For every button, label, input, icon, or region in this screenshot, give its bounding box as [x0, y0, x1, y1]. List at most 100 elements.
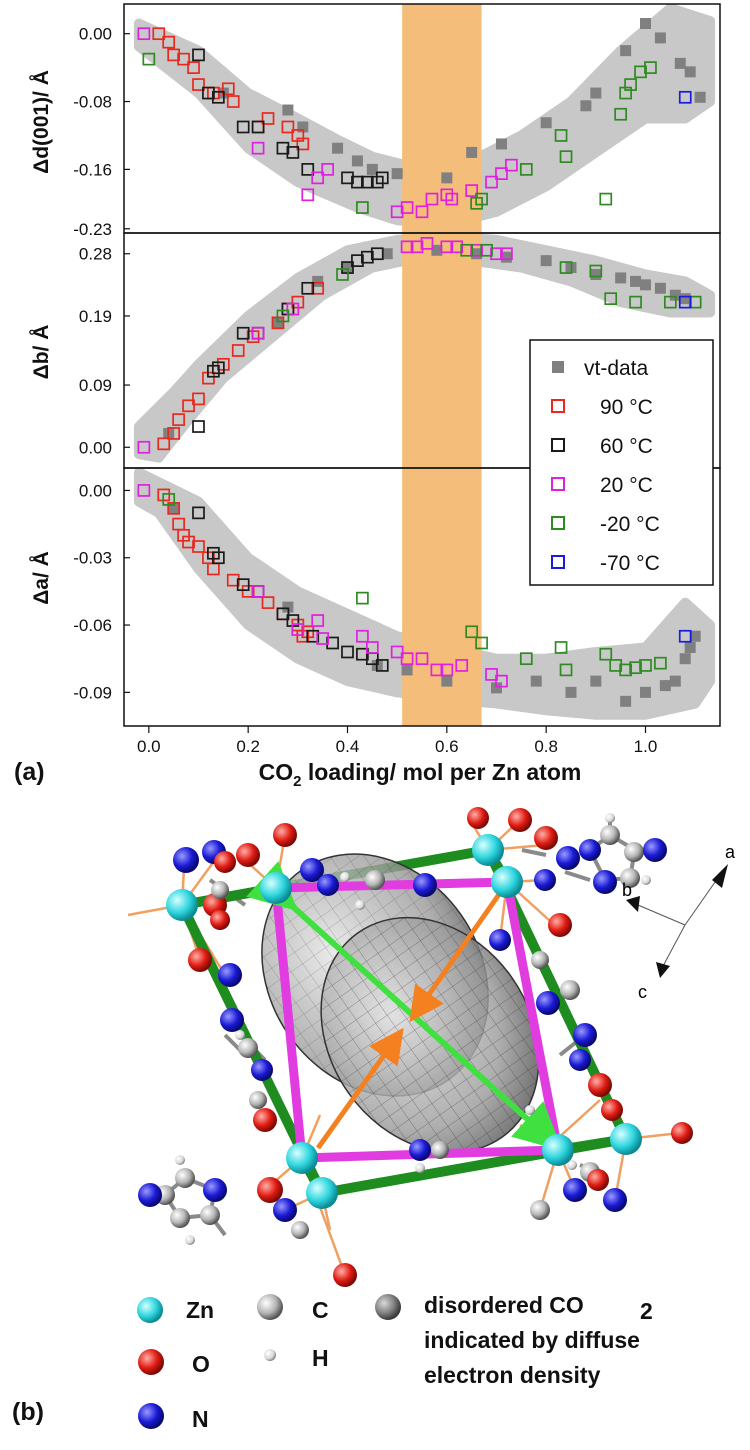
- data-point-d001: [137, 27, 151, 41]
- carbon-atom: [624, 842, 644, 862]
- x-tick-label: 0.2: [236, 737, 260, 756]
- data-point-d001: [599, 192, 613, 206]
- carbon-atom: [200, 1205, 220, 1225]
- data-point-d001: [177, 52, 190, 66]
- carbon-atom: [238, 1038, 258, 1058]
- y-tick-label: 0.09: [79, 376, 112, 395]
- legend-label: 60 °C: [600, 435, 653, 458]
- nitrogen-atom: [534, 869, 556, 891]
- data-point-b: [559, 261, 573, 274]
- data-point-d001: [341, 171, 354, 185]
- hydrogen-atom: [641, 875, 651, 885]
- data-point-a: [599, 647, 613, 661]
- svg-text:indicated by diffuse: indicated by diffuse: [424, 1327, 640, 1353]
- data-points-layer: [137, 18, 706, 707]
- data-point-a: [192, 506, 205, 520]
- data-point-a: [282, 601, 294, 613]
- data-point-a: [475, 636, 488, 650]
- data-point-d001: [465, 184, 479, 197]
- legend-marker: [551, 516, 565, 530]
- data-point-b: [231, 344, 245, 357]
- x-tick-label: 0.8: [534, 737, 558, 756]
- data-point-d001: [694, 91, 706, 103]
- data-point-a: [311, 614, 325, 627]
- data-point-d001: [519, 163, 533, 176]
- data-point-d001: [445, 192, 459, 206]
- x-axis-label: CO2 loading/ mol per Zn atom: [259, 759, 582, 790]
- data-point-a: [654, 656, 667, 670]
- data-point-a: [326, 636, 339, 650]
- data-point-a: [619, 663, 632, 677]
- data-point-b: [604, 292, 618, 306]
- oxygen-atom: [257, 1177, 283, 1203]
- data-point-b: [311, 281, 325, 295]
- nitrogen-atom: [218, 963, 242, 987]
- oxygen-atom: [508, 808, 532, 832]
- nitrogen-atom: [536, 991, 560, 1015]
- carbon-atom: [249, 1091, 267, 1109]
- data-point-a: [669, 675, 681, 687]
- data-point-b: [157, 437, 171, 451]
- data-point-b: [615, 272, 627, 284]
- legend-label: vt-data: [584, 357, 649, 380]
- legend-marker: [551, 477, 565, 491]
- data-point-b: [410, 240, 424, 254]
- data-point-d001: [441, 172, 453, 184]
- x-tick-label: 1.0: [634, 737, 658, 756]
- data-point-b: [301, 281, 315, 295]
- data-point-d001: [559, 150, 573, 164]
- x-tick-label: 0.0: [137, 737, 161, 756]
- data-point-a: [261, 596, 275, 609]
- zn-atom: [542, 1134, 574, 1166]
- data-point-d001: [415, 205, 429, 219]
- data-point-b: [276, 309, 290, 323]
- data-point-a: [375, 659, 389, 672]
- data-point-d001: [202, 86, 215, 100]
- data-point-d001: [251, 141, 265, 155]
- data-point-b: [460, 243, 474, 257]
- nitrogen-atom: [220, 1008, 244, 1032]
- data-point-a: [168, 502, 180, 514]
- oxygen-atom: [273, 823, 297, 847]
- data-point-b: [272, 317, 284, 329]
- carbon-atom: [620, 868, 640, 888]
- data-point-d001: [212, 90, 225, 104]
- data-point-b: [470, 243, 483, 257]
- oxygen-atom: [188, 948, 212, 972]
- nitrogen-atom: [173, 847, 199, 873]
- data-point-d001: [296, 137, 310, 151]
- zn-atom: [610, 1123, 642, 1155]
- nitrogen-atom: [317, 874, 339, 896]
- nitrogen-atom: [300, 858, 324, 882]
- oxygen-atom: [333, 1263, 357, 1287]
- data-point-a: [137, 484, 151, 497]
- data-point-a: [565, 686, 577, 698]
- y-tick-label: 0.00: [79, 438, 112, 457]
- orange-arrow-top: [409, 891, 503, 1023]
- data-point-b: [351, 254, 364, 267]
- nitrogen-atom: [563, 1178, 587, 1202]
- data-point-b: [381, 248, 393, 260]
- atoms-layer: [138, 807, 693, 1287]
- data-point-d001: [162, 35, 176, 49]
- data-point-b: [192, 392, 205, 406]
- data-point-d001: [142, 52, 156, 66]
- hydrogen-atom: [355, 900, 365, 910]
- data-point-b: [540, 255, 552, 267]
- data-point-a: [495, 674, 508, 688]
- svg-text:electron density: electron density: [424, 1362, 601, 1388]
- data-point-d001: [505, 158, 518, 172]
- data-point-d001: [425, 192, 439, 206]
- hydrogen-atom: [567, 1160, 577, 1170]
- data-point-a: [689, 630, 701, 642]
- zn-atom: [306, 1177, 338, 1209]
- carbon-atom: [530, 1200, 550, 1220]
- y-tick-label: -0.08: [73, 93, 112, 112]
- data-point-b: [590, 268, 602, 280]
- carbon-atom: [365, 870, 385, 890]
- atom-legend: Zn C disordered CO 2 indicated by diffus…: [137, 1292, 653, 1432]
- data-point-d001: [466, 146, 478, 158]
- zn-atom: [472, 834, 504, 866]
- legend-label: 20 °C: [600, 474, 653, 497]
- oxygen-atom: [467, 807, 489, 829]
